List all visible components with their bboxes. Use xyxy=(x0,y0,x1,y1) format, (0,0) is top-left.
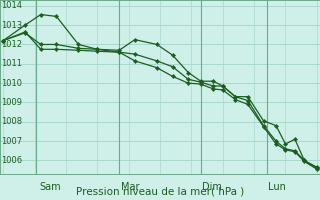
Text: Mar: Mar xyxy=(121,182,139,192)
Text: 1012: 1012 xyxy=(1,40,22,49)
Text: 1014: 1014 xyxy=(1,1,22,10)
Text: Lun: Lun xyxy=(268,182,286,192)
Text: 1008: 1008 xyxy=(1,117,22,126)
Text: Sam: Sam xyxy=(39,182,61,192)
Text: 1009: 1009 xyxy=(1,98,22,107)
Text: 1010: 1010 xyxy=(1,79,22,88)
Text: 1011: 1011 xyxy=(1,59,22,68)
Text: 1013: 1013 xyxy=(1,21,22,30)
Text: Pression niveau de la mer( hPa ): Pression niveau de la mer( hPa ) xyxy=(76,186,244,196)
Text: Dim: Dim xyxy=(202,182,222,192)
Text: 1007: 1007 xyxy=(1,137,22,146)
Text: 1006: 1006 xyxy=(1,156,22,165)
